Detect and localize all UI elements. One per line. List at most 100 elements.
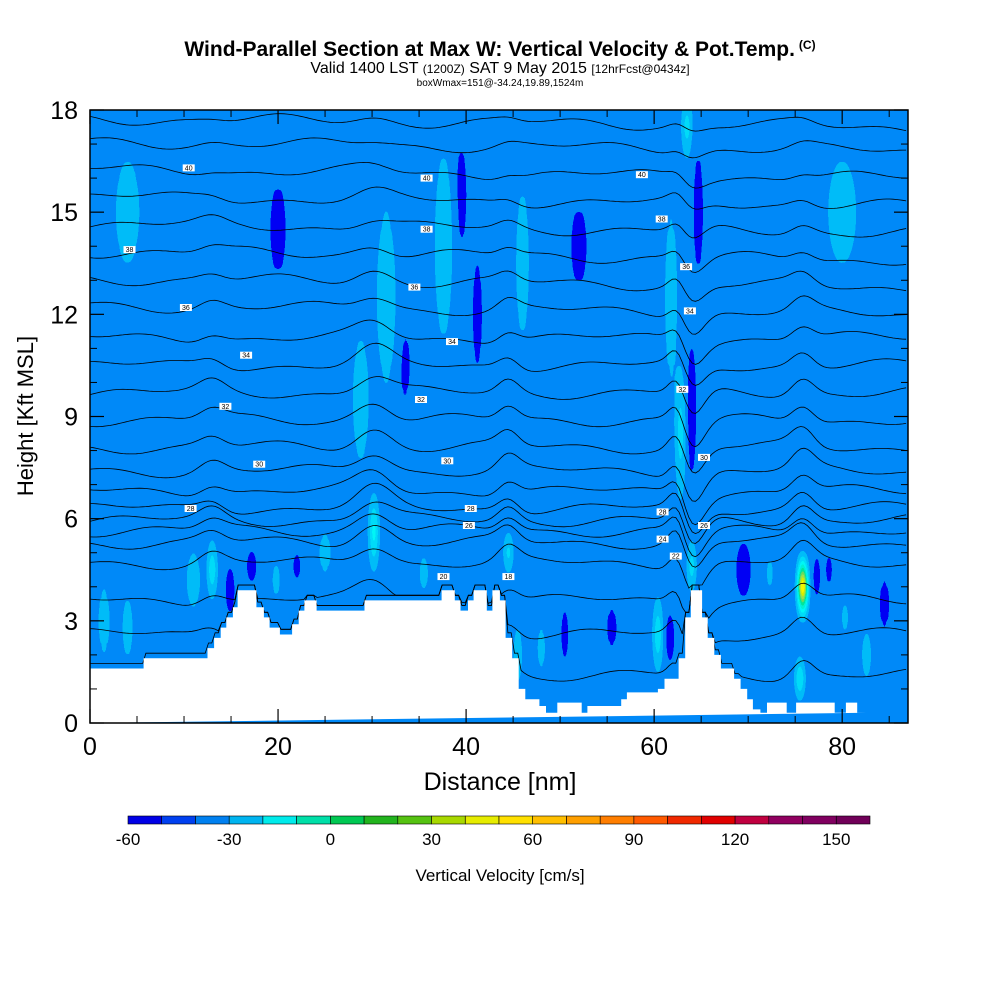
colorbar-box [768,815,803,825]
colorbar-box [532,815,567,825]
contour-label-bg [420,174,433,182]
velocity-cell [741,561,746,579]
y-tick-label: 0 [64,710,78,738]
velocity-cell [358,384,363,415]
colorbar-box [599,815,635,825]
contour-label: 30 [443,458,451,465]
velocity-cell [460,180,463,210]
contour-label: 36 [182,305,190,312]
velocity-cell [123,195,132,230]
velocity-cell [656,626,659,643]
colorbar-label: Vertical Velocity [cm/s] [415,866,584,885]
colorbar-box [296,815,331,825]
contour-label-bg [680,263,693,271]
colorbar-tick-label: 150 [822,830,850,849]
velocity-cell [323,545,327,560]
isentrope-line [90,270,907,302]
isentrope-line [90,319,907,365]
colorbar-box [397,815,432,825]
subtitle-forecast: [12hrFcst@0434z] [591,62,690,76]
isentrope-line [90,113,907,132]
colorbar-tick-label: -30 [217,830,242,849]
y-axis-label: Height [Kft MSL] [13,336,38,496]
velocity-cell [844,611,846,624]
colorbar-box [802,815,837,825]
velocity-cell [575,229,583,264]
contour-label-bg [420,225,433,233]
contour-label: 20 [440,574,448,581]
velocity-cell [372,524,375,541]
contour-label-bg [669,552,682,560]
colorbar-box [667,815,702,825]
velocity-cell [295,561,298,571]
isentrope-line [90,426,907,474]
velocity-cell [126,619,129,637]
chart-title-text: Wind-Parallel Section at Max W: Vertical… [184,38,795,61]
contour-label: 38 [423,227,431,234]
colorbar-box [633,815,668,825]
y-tick-label: 12 [50,301,78,329]
contour-label-bg [446,338,458,346]
contour-label: 32 [222,404,230,411]
contour-label-bg [179,304,192,311]
contour-label: 32 [417,397,425,404]
isentrope-line [90,403,907,448]
contour-label: 28 [659,509,667,516]
contour-label: 22 [672,554,680,561]
contour-label-bg [441,457,454,465]
isentrope-line [90,539,907,589]
contour-label: 40 [638,172,646,179]
velocity-cell [563,626,566,643]
contour-label-bg [698,453,710,461]
velocity-cell [882,595,887,613]
velocity-cell [383,274,389,320]
contour-label-bg [219,402,232,410]
contour-label: 38 [126,247,134,254]
velocity-cell [191,573,195,587]
isentrope-line [90,522,907,568]
isentrope-line [90,244,907,273]
velocity-cell [690,394,693,425]
contour-label-bg [462,522,475,529]
contour-label-bg [182,164,195,172]
contour-label-bg [415,396,427,403]
velocity-cell [229,585,232,596]
velocity-cell [669,274,673,320]
y-tick-label: 9 [64,404,78,432]
isentrope-line [90,501,907,544]
y-tick-label: 6 [64,506,78,534]
potential-temperature-contours [90,113,907,682]
colorbar-box [464,815,500,825]
contour-label: 38 [658,217,666,224]
colorbar-box [330,815,365,825]
velocity-cell [697,195,700,230]
chart-title: Wind-Parallel Section at Max W: Vertical… [0,38,1000,62]
velocity-cell [441,223,446,269]
chart-title-suffix: (C) [798,38,816,52]
isentrope-line [90,447,907,502]
velocity-cell [250,561,253,571]
velocity-cell [403,354,407,377]
contour-labels: 40 40 40 38 38 38 36 36 36 34 34 34 32 32 32 30 30 30 28 28… [123,164,710,581]
isentrope-line [90,295,907,335]
contour-label: 40 [423,176,431,183]
contour-label-bg [240,351,253,359]
contour-label-bg [437,573,450,581]
contour-label: 34 [686,308,694,315]
contour-label: 28 [467,506,475,513]
contour-label-bg [253,460,266,468]
velocity-cell [102,609,106,633]
colorbar-tick-label: 0 [326,830,335,849]
velocity-cell [669,632,672,644]
y-tick-label: 18 [50,97,78,125]
contour-label: 26 [700,523,708,530]
colorbar-box [161,815,196,825]
colorbar-box [835,815,871,825]
velocity-cell [422,568,425,579]
colorbar-box [262,815,297,825]
velocity-cell [815,570,818,583]
velocity-cell [520,240,525,286]
colorbar-tick-label: 90 [624,830,643,849]
contour-label-bg [676,385,689,393]
colorbar-box [734,815,770,825]
